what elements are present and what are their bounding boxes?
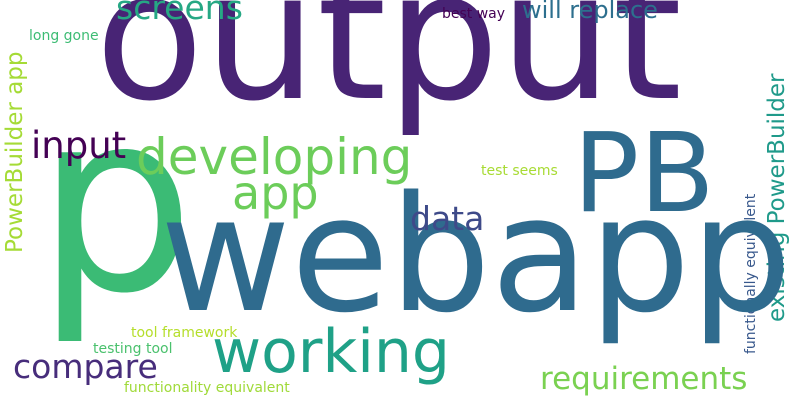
word-test-seems: test seems	[481, 163, 558, 179]
word-best-way: best way	[442, 6, 506, 22]
word-testing-tool: testing tool	[93, 341, 173, 357]
word-powerbuilder-app: PowerBuilder app	[2, 51, 28, 254]
word-screens: screens	[116, 0, 243, 27]
word-input: input	[31, 124, 127, 167]
word-webapp: webapp	[160, 161, 793, 348]
word-app: app	[232, 166, 319, 220]
word-working: working	[212, 317, 450, 387]
word-output: output	[95, 0, 683, 140]
word-requirements: requirements	[540, 361, 748, 397]
word-developing: developing	[136, 128, 413, 186]
word-functionality-equivalent: functionality equivalent	[124, 380, 290, 396]
word-compare: compare	[13, 347, 158, 386]
word-tool-framework: tool framework	[131, 325, 238, 341]
word-will-replace: will replace	[522, 0, 658, 24]
word-p: p	[36, 57, 195, 348]
word-pb: PB	[573, 109, 715, 237]
word-long-gone: long gone	[29, 28, 99, 44]
word-data: data	[410, 199, 485, 238]
